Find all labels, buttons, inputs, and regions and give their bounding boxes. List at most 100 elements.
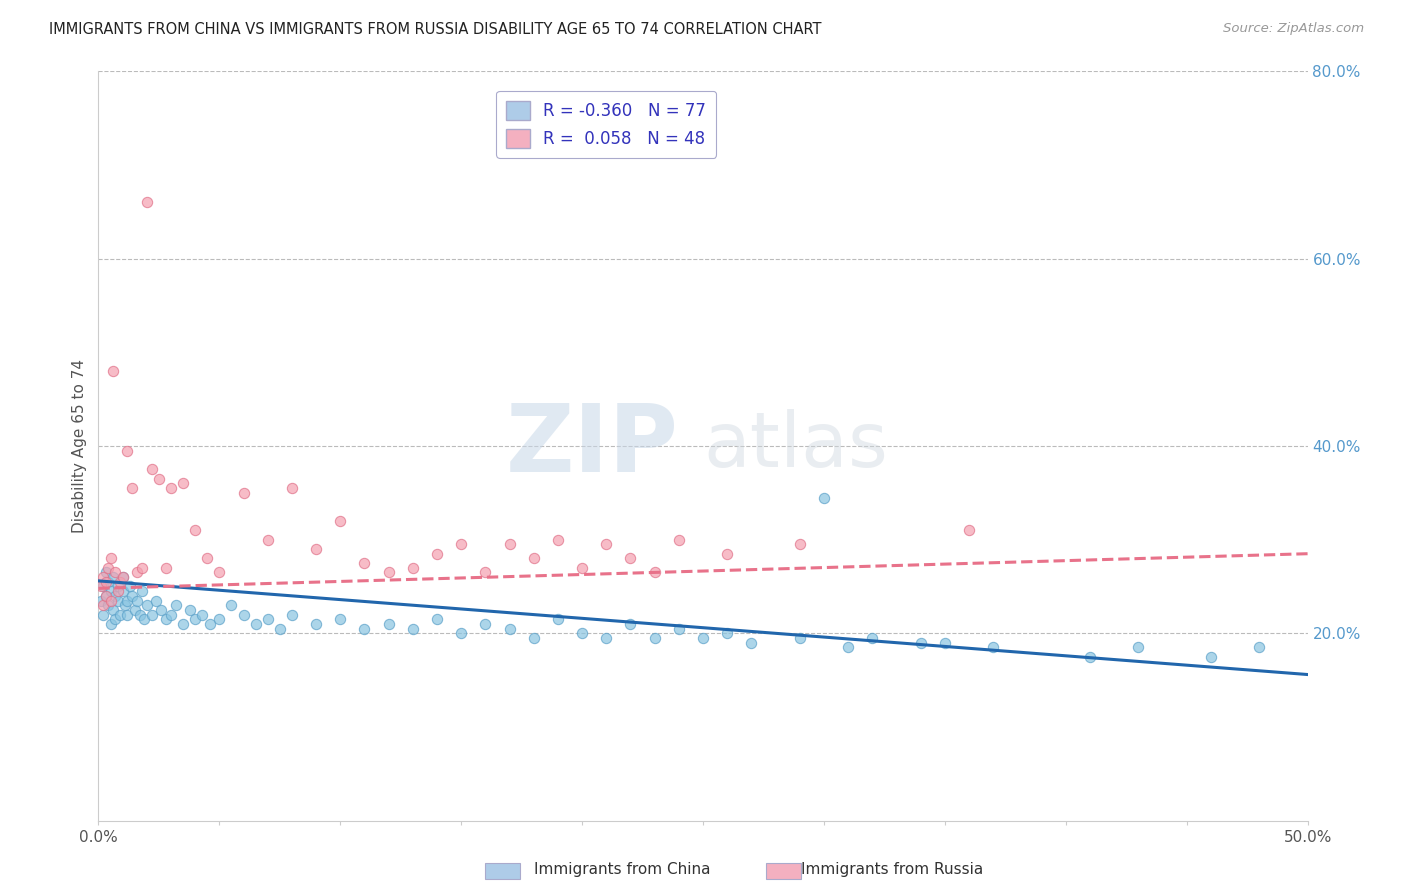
Point bbox=[789, 537, 811, 551]
Point bbox=[329, 612, 352, 626]
Text: IMMIGRANTS FROM CHINA VS IMMIGRANTS FROM RUSSIA DISABILITY AGE 65 TO 74 CORRELAT: IMMIGRANTS FROM CHINA VS IMMIGRANTS FROM… bbox=[49, 22, 821, 37]
Point bbox=[121, 481, 143, 495]
Point bbox=[716, 626, 738, 640]
Point bbox=[100, 617, 122, 632]
Point bbox=[245, 617, 267, 632]
Point bbox=[619, 551, 641, 566]
Point bbox=[160, 481, 183, 495]
Point bbox=[97, 574, 120, 589]
Point bbox=[195, 551, 218, 566]
Point bbox=[208, 566, 231, 580]
Point bbox=[148, 472, 170, 486]
Point bbox=[498, 622, 520, 636]
Point bbox=[1199, 649, 1222, 664]
Point bbox=[740, 635, 762, 649]
Point bbox=[668, 622, 690, 636]
Point bbox=[474, 566, 496, 580]
Point bbox=[957, 524, 980, 538]
Point bbox=[1249, 640, 1271, 655]
Point bbox=[474, 617, 496, 632]
Point bbox=[160, 607, 183, 622]
Point bbox=[353, 622, 375, 636]
Point bbox=[94, 566, 117, 580]
Point bbox=[232, 486, 254, 500]
Point bbox=[668, 533, 690, 547]
Point bbox=[523, 551, 546, 566]
Point bbox=[269, 622, 291, 636]
Point bbox=[595, 631, 617, 645]
Point bbox=[172, 617, 194, 632]
Point bbox=[108, 607, 131, 622]
Point bbox=[104, 589, 127, 603]
Point bbox=[523, 631, 546, 645]
Point bbox=[131, 584, 153, 599]
Point bbox=[860, 631, 883, 645]
Point bbox=[353, 556, 375, 570]
Point bbox=[305, 542, 328, 557]
Point bbox=[1078, 649, 1101, 664]
Point bbox=[910, 635, 932, 649]
Point bbox=[135, 195, 157, 210]
Point bbox=[104, 612, 127, 626]
Point bbox=[256, 533, 278, 547]
Point bbox=[692, 631, 714, 645]
Point bbox=[101, 603, 124, 617]
Point bbox=[1128, 640, 1150, 655]
Point bbox=[150, 603, 173, 617]
Point bbox=[117, 607, 139, 622]
Point bbox=[108, 574, 131, 589]
Point bbox=[135, 599, 157, 613]
Point bbox=[377, 566, 399, 580]
Point bbox=[124, 603, 146, 617]
Point bbox=[837, 640, 859, 655]
Legend: R = -0.360   N = 77, R =  0.058   N = 48: R = -0.360 N = 77, R = 0.058 N = 48 bbox=[496, 91, 716, 158]
Point bbox=[716, 547, 738, 561]
Point bbox=[107, 580, 129, 594]
Point bbox=[256, 612, 278, 626]
Point bbox=[305, 617, 328, 632]
Point bbox=[91, 580, 114, 594]
Point bbox=[100, 551, 122, 566]
Point bbox=[619, 617, 641, 632]
Point bbox=[90, 580, 112, 594]
Point bbox=[118, 580, 141, 594]
Point bbox=[644, 566, 666, 580]
Y-axis label: Disability Age 65 to 74: Disability Age 65 to 74 bbox=[72, 359, 87, 533]
Point bbox=[94, 574, 117, 589]
Point bbox=[813, 491, 835, 505]
Point bbox=[104, 566, 127, 580]
Point bbox=[107, 593, 129, 607]
Point bbox=[547, 533, 569, 547]
Point bbox=[117, 593, 139, 607]
Text: atlas: atlas bbox=[703, 409, 887, 483]
Point bbox=[101, 364, 124, 378]
Point bbox=[155, 561, 177, 575]
Point bbox=[329, 514, 352, 528]
Point bbox=[155, 612, 177, 626]
Point bbox=[141, 462, 163, 476]
Point bbox=[91, 607, 114, 622]
Point bbox=[232, 607, 254, 622]
Point bbox=[91, 599, 114, 613]
Point bbox=[450, 537, 472, 551]
Point bbox=[121, 589, 143, 603]
Point bbox=[426, 547, 449, 561]
Point bbox=[498, 537, 520, 551]
Point bbox=[94, 589, 117, 603]
Point bbox=[111, 570, 134, 584]
Point bbox=[90, 593, 112, 607]
Point bbox=[184, 524, 207, 538]
Point bbox=[402, 561, 425, 575]
Point bbox=[402, 622, 425, 636]
Point bbox=[208, 612, 231, 626]
Point bbox=[450, 626, 472, 640]
Point bbox=[191, 607, 214, 622]
Point bbox=[107, 584, 129, 599]
Point bbox=[595, 537, 617, 551]
Point bbox=[100, 593, 122, 607]
Point bbox=[100, 584, 122, 599]
Point bbox=[179, 603, 201, 617]
Point bbox=[145, 593, 167, 607]
Point bbox=[165, 599, 187, 613]
Point bbox=[97, 599, 120, 613]
